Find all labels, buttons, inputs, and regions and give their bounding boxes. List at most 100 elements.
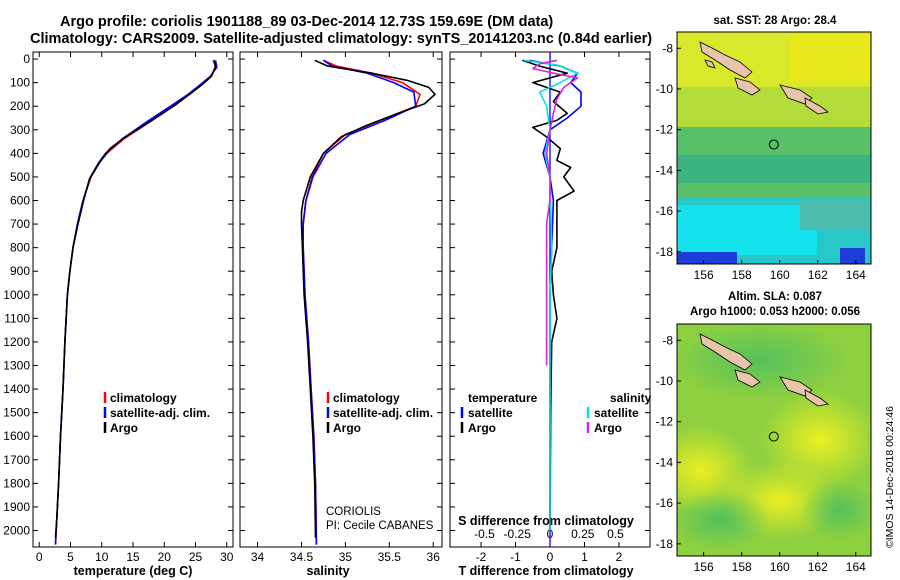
sst-map-panel: sat. SST: 28 Argo: 28.4 -8 -10 -12 -14 -16 -1… (656, 15, 872, 282)
depth-tick-label: 300 (10, 123, 30, 137)
legend-sal-satellite-label: satellite (594, 406, 639, 420)
depth-tick-label: 0 (23, 52, 30, 66)
x-tick-label: 34.5 (290, 550, 314, 564)
x-tick-label: 10 (95, 550, 109, 564)
x-tick-label: -1 (510, 550, 521, 564)
salinity-legend: climatology satellite-adj. clim. Argo (326, 391, 433, 435)
sst-lat-axis: -8 -10 -12 -14 -16 -18 (656, 41, 681, 259)
lon-tick-label: 158 (732, 268, 752, 282)
sla-lon-axis: 156 158 160 162 164 (694, 552, 866, 574)
legend-argo-label: Argo (333, 421, 361, 435)
coriolis-annotation: CORIOLIS (326, 506, 381, 518)
depth-axis: 0 100 200 300 400 500 600 700 800 900 1000 1100 1200… (3, 52, 233, 538)
legend-argo-label: Argo (110, 421, 138, 435)
lon-tick-label: 164 (846, 560, 866, 574)
depth-tick-label: 1500 (3, 406, 30, 420)
imos-timestamp: ©IMOS 14-Dec-2018 00:24:46 (884, 406, 896, 548)
lon-tick-label: 162 (808, 268, 828, 282)
sla-map-frame (676, 323, 872, 557)
lat-tick-label: -8 (662, 41, 673, 55)
legend-satellite-label: satellite-adj. clim. (110, 406, 210, 420)
s-diff-tick-label: -0.5 (474, 527, 495, 541)
sst-map-frame (676, 31, 872, 265)
x-tick-label: 30 (220, 550, 234, 564)
series-line-satellite-adj-clim- (54, 60, 218, 545)
lat-tick-label: -10 (656, 82, 674, 96)
x-tick-label: 0 (547, 550, 554, 564)
temperature-axis-label: temperature (deg C) (74, 564, 193, 578)
lat-tick-label: -14 (656, 455, 674, 469)
legend-temperature-title: temperature (468, 391, 538, 405)
difference-series (522, 52, 582, 547)
depth-tick-label: 700 (10, 217, 30, 231)
depth-tick-label: 900 (10, 264, 30, 278)
lat-tick-label: -12 (656, 123, 674, 137)
depth-tick-label: 1200 (3, 335, 30, 349)
depth-tick-label: 400 (10, 146, 30, 160)
lon-tick-label: 160 (770, 560, 790, 574)
salinity-series (300, 59, 436, 545)
depth-tick-label: 1700 (3, 453, 30, 467)
lat-tick-label: -18 (656, 537, 674, 551)
legend-temp-argo-label: Argo (468, 421, 496, 435)
x-tick-label: 5 (67, 550, 74, 564)
series-line-satellite-adj-clim- (302, 59, 417, 545)
x-tick-label: 35.5 (378, 550, 402, 564)
lat-tick-label: -10 (656, 374, 674, 388)
temperature-legend: climatology satellite-adj. clim. Argo (103, 391, 210, 435)
sla-lat-axis: -8 -10 -12 -14 -16 -18 (656, 333, 681, 551)
depth-tick-label: 1400 (3, 382, 30, 396)
salinity-plot-frame (239, 51, 443, 548)
sst-map-field (677, 32, 871, 264)
temperature-plot-frame (32, 51, 234, 548)
depth-tick-label: 1800 (3, 476, 30, 490)
legend-satellite-label: satellite-adj. clim. (333, 406, 433, 420)
sst-argo-location-marker (768, 139, 779, 150)
depth-tick-label: 100 (10, 76, 30, 90)
legend-temp-satellite-label: satellite (468, 406, 513, 420)
sst-lon-axis: 156 158 160 162 164 (694, 260, 866, 282)
lat-tick-label: -12 (656, 415, 674, 429)
legend-climatology-label: climatology (110, 391, 177, 405)
sst-map-title: sat. SST: 28 Argo: 28.4 (714, 15, 838, 27)
sla-map-title: Altim. SLA: 0.087 (728, 291, 822, 303)
salinity-y-ticks (240, 58, 442, 531)
depth-tick-label: 1600 (3, 429, 30, 443)
lon-tick-label: 164 (846, 268, 866, 282)
depth-tick-label: 800 (10, 241, 30, 255)
lat-tick-label: -16 (656, 204, 674, 218)
depth-tick-label: 1300 (3, 359, 30, 373)
difference-legend: temperature satellite Argo salinity sate… (460, 391, 652, 435)
x-tick-label: 1 (581, 550, 588, 564)
x-tick-label: 2 (616, 550, 623, 564)
lon-tick-label: 156 (694, 268, 714, 282)
figure-title-line1: Argo profile: coriolis 1901188_89 03-Dec… (60, 14, 553, 30)
x-tick-label: 34 (251, 550, 265, 564)
salinity-panel: 34 34.5 35 35.5 36 salinity climatology sate… (239, 51, 443, 578)
sla-map-field (677, 324, 871, 556)
difference-y-ticks (450, 58, 650, 531)
legend-sal-argo-label: Argo (594, 421, 622, 435)
series-line-argo (300, 59, 436, 538)
series-line-climatology (54, 59, 217, 545)
x-tick-label: -2 (476, 550, 487, 564)
lon-tick-label: 156 (694, 560, 714, 574)
pi-annotation: PI: Cecile CABANES (326, 520, 434, 532)
sla-map-panel: Altim. SLA: 0.087 Argo h1000: 0.053 h200… (656, 291, 872, 574)
x-tick-label: 36 (427, 550, 441, 564)
lat-tick-label: -14 (656, 163, 674, 177)
temperature-x-axis: 0 5 10 15 20 25 30 (36, 52, 234, 564)
series-line-salinity-satellite (523, 59, 579, 531)
depth-tick-label: 1900 (3, 500, 30, 514)
s-diff-tick-label: 0.25 (571, 527, 595, 541)
x-tick-label: 35 (339, 550, 353, 564)
legend-salinity-title: salinity (610, 391, 652, 405)
s-diff-tick-label: -0.25 (504, 527, 532, 541)
salinity-x-axis: 34 34.5 35 35.5 36 (251, 52, 440, 564)
legend-climatology-label: climatology (333, 391, 400, 405)
series-line-salinity-argo (531, 59, 579, 366)
depth-tick-label: 1100 (4, 311, 30, 325)
